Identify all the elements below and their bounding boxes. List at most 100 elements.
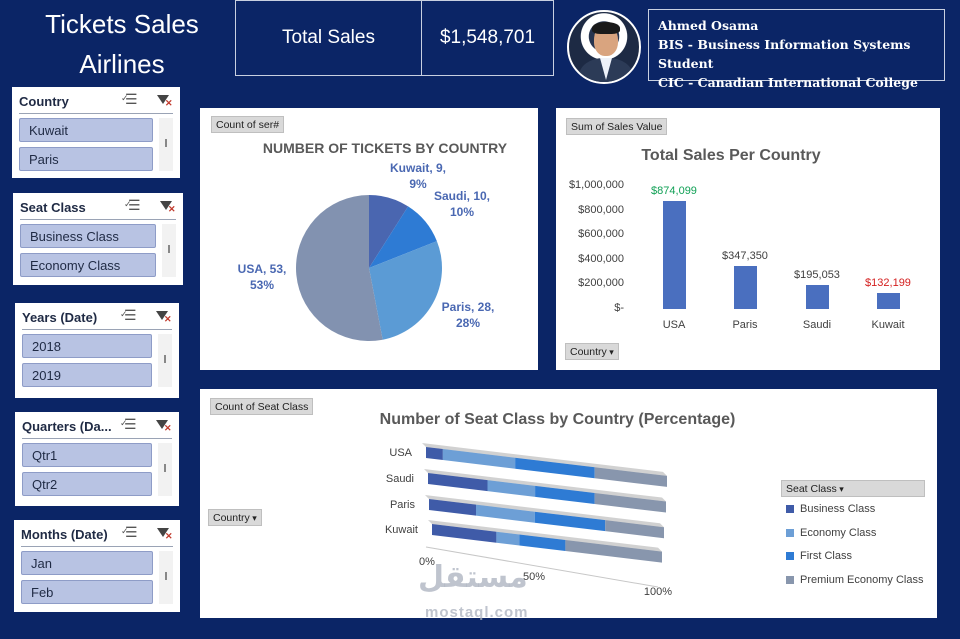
x-tick-label: 0%	[419, 556, 435, 568]
multi-select-icon[interactable]	[121, 91, 141, 109]
pie-label-line: 10%	[449, 205, 475, 219]
slicer-item-2019[interactable]: 2019	[22, 363, 152, 387]
slicer-scrollbar[interactable]	[158, 443, 172, 496]
total-sales-value-box: $1,548,701	[421, 0, 554, 76]
profile-card: Ahmed Osama BIS - Business Information S…	[648, 9, 945, 90]
bar-3d-top	[428, 520, 662, 552]
axis-field-button[interactable]: Country	[208, 509, 262, 526]
slicer-title: Months (Date)	[21, 526, 108, 542]
clear-filter-icon[interactable]	[155, 93, 173, 109]
x-tick-label: Paris	[732, 319, 758, 331]
y-category-label: USA	[389, 447, 412, 459]
slicer-scrollbar[interactable]	[158, 334, 172, 387]
slicer-years: Years (Date) 2018 2019	[15, 303, 179, 398]
total-sales-value: $1,548,701	[439, 27, 536, 48]
y-category-label: Kuwait	[385, 524, 418, 536]
bar-paris[interactable]	[733, 266, 757, 309]
pivot-field-button[interactable]: Sum of Sales Value	[566, 118, 668, 135]
pie-chart	[295, 195, 442, 341]
x-tick-label: 50%	[523, 571, 545, 583]
stack-segment-first-class[interactable]	[515, 457, 595, 479]
stack-segment-first-class[interactable]	[535, 485, 595, 504]
legend-item[interactable]: Business Class	[786, 503, 875, 515]
slicer-scrollbar[interactable]	[159, 551, 173, 604]
pie-slice-usa[interactable]	[295, 195, 383, 341]
clear-filter-icon[interactable]	[158, 199, 176, 215]
legend-item[interactable]: Economy Class	[786, 527, 876, 539]
legend-item[interactable]: First Class	[786, 550, 852, 562]
stack-segment-economy-class[interactable]	[496, 531, 520, 546]
slicer-item-jan[interactable]: Jan	[21, 551, 153, 575]
stack-segment-first-class[interactable]	[519, 534, 566, 552]
stack-segment-first-class[interactable]	[534, 511, 606, 532]
pivot-field-button[interactable]: Count of Seat Class	[210, 398, 314, 415]
pie-label-line: 28%	[455, 316, 481, 330]
multi-select-icon[interactable]	[124, 197, 144, 215]
stack-segment-business-class[interactable]	[426, 447, 443, 461]
slicer-item-feb[interactable]: Feb	[21, 580, 153, 604]
slicer-seat-class: Seat Class Business Class Economy Class	[13, 193, 183, 285]
watermark-url: mostaql.com	[425, 604, 529, 621]
stack-segment-premium-economy-class[interactable]	[594, 492, 666, 513]
stack-segment-premium-economy-class[interactable]	[605, 520, 664, 539]
multi-select-icon[interactable]	[120, 416, 140, 434]
bar-kuwait[interactable]	[876, 292, 900, 309]
stack-segment-business-class[interactable]	[432, 524, 497, 543]
pie-label-line: USA, 53,	[237, 262, 287, 276]
slicer-item-paris[interactable]: Paris	[19, 147, 153, 171]
bar-usa[interactable]	[662, 201, 686, 309]
axis-field-button[interactable]: Country	[565, 343, 619, 360]
profile-role: BIS - Business Information Systems Stude…	[658, 37, 911, 71]
legend-field-button[interactable]: Seat Class	[781, 480, 925, 497]
pivot-field-button[interactable]: Count of ser#	[211, 116, 285, 133]
bar-saudi[interactable]	[805, 285, 829, 309]
slicer-scrollbar[interactable]	[162, 224, 176, 277]
multi-select-icon[interactable]	[121, 524, 141, 542]
x-tick-label: Kuwait	[871, 319, 905, 331]
bar-data-label: $347,350	[722, 250, 768, 263]
clear-filter-icon[interactable]	[154, 418, 172, 434]
bar-chart-panel: Sum of Sales Value Total Sales Per Count…	[556, 108, 940, 370]
multi-select-icon[interactable]	[120, 307, 140, 325]
pie-slice-saudi[interactable]	[369, 206, 437, 268]
slicer-scrollbar[interactable]	[159, 118, 173, 171]
stack-segment-premium-economy-class[interactable]	[565, 540, 662, 563]
pie-label-paris: Paris, 28, 28%	[428, 299, 508, 331]
slicer-item-qtr2[interactable]: Qtr2	[22, 472, 152, 496]
pie-label-usa: USA, 53, 53%	[222, 261, 302, 293]
legend-label: First Class	[800, 550, 852, 562]
stack-segment-premium-economy-class[interactable]	[594, 467, 667, 487]
slicer-item-2018[interactable]: 2018	[22, 334, 152, 358]
slicer-title: Quarters (Da...	[22, 418, 112, 434]
stack-segment-economy-class[interactable]	[442, 449, 516, 469]
y-tick-label: $1,000,000	[568, 179, 624, 191]
total-sales-label: Total Sales	[282, 27, 375, 48]
x-tick-label: Saudi	[802, 319, 832, 331]
pie-slice-kuwait[interactable]	[369, 195, 409, 268]
clear-filter-icon[interactable]	[155, 526, 173, 542]
slicer-quarters: Quarters (Da... Qtr1 Qtr2	[15, 412, 179, 506]
slicer-item-economy-class[interactable]: Economy Class	[20, 253, 156, 277]
pie-label-kuwait: Kuwait, 9, 9%	[378, 160, 458, 192]
y-tick-label: $400,000	[578, 252, 624, 265]
legend-label: Business Class	[800, 503, 876, 515]
pie-chart-panel: Count of ser# NUMBER OF TICKETS BY COUNT…	[200, 108, 538, 370]
stack-segment-economy-class[interactable]	[487, 480, 536, 497]
clear-filter-icon[interactable]	[154, 309, 172, 325]
slicer-item-qtr1[interactable]: Qtr1	[22, 443, 152, 467]
y-tick-label: $-	[614, 302, 624, 314]
legend-item[interactable]: Premium Economy Class	[786, 574, 923, 586]
legend-label: Premium Economy Class	[800, 573, 924, 586]
pie-slice-paris[interactable]	[369, 241, 442, 340]
stack-segment-economy-class[interactable]	[476, 504, 535, 523]
pie-label-line: Kuwait, 9,	[389, 161, 446, 175]
slicer-item-business-class[interactable]: Business Class	[20, 224, 156, 248]
pie-label-line: 9%	[409, 177, 427, 191]
title-line-2: Airlines	[79, 49, 165, 79]
stack-segment-business-class[interactable]	[428, 473, 488, 492]
slicer-item-kuwait[interactable]: Kuwait	[19, 118, 153, 142]
chart-title: NUMBER OF TICKETS BY COUNTRY	[262, 140, 508, 156]
bar-data-label: $874,099	[651, 185, 697, 198]
stack-segment-business-class[interactable]	[429, 499, 476, 516]
profile-name: Ahmed Osama	[658, 18, 759, 33]
